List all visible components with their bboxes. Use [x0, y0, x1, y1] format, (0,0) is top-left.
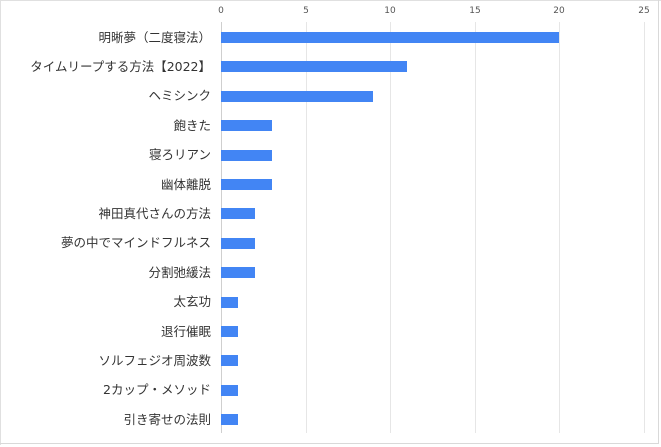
bar[interactable] [221, 355, 238, 366]
frame-left-border [0, 0, 1, 445]
category-label: 分割弛緩法 [148, 265, 211, 280]
bar[interactable] [221, 267, 255, 278]
category-label: 幽体離脱 [160, 177, 211, 192]
x-tick-label: 20 [553, 6, 565, 16]
gridline [221, 22, 222, 433]
bar[interactable] [221, 179, 272, 190]
category-label: タイムリープする方法【2022】 [30, 59, 211, 74]
category-label: 飽きた [173, 118, 211, 133]
bar[interactable] [221, 150, 272, 161]
category-label: 夢の中でマインドフルネス [60, 235, 211, 250]
category-label: 寝ろリアン [148, 147, 211, 162]
bar[interactable] [221, 297, 238, 308]
x-tick-label: 10 [384, 6, 396, 16]
bar[interactable] [221, 208, 255, 219]
x-tick-label: 15 [469, 6, 481, 16]
gridline [390, 22, 391, 433]
x-tick-label: 25 [638, 6, 650, 16]
category-label: 2カップ・メソッド [103, 382, 211, 397]
x-tick-label: 0 [218, 6, 224, 16]
category-label: 太玄功 [173, 294, 211, 309]
bar[interactable] [221, 120, 272, 131]
gridline [644, 22, 645, 433]
bar[interactable] [221, 91, 373, 102]
bar[interactable] [221, 238, 255, 249]
gridline [559, 22, 560, 433]
bar[interactable] [221, 32, 559, 43]
category-label: 引き寄せの法則 [123, 412, 211, 427]
x-tick-label: 5 [303, 6, 309, 16]
gridline [306, 22, 307, 433]
frame-top-border [0, 0, 661, 1]
bar[interactable] [221, 414, 238, 425]
gridline [475, 22, 476, 433]
category-label: ソルフェジオ周波数 [98, 353, 211, 368]
category-label: 神田真代さんの方法 [98, 206, 211, 221]
bar[interactable] [221, 61, 407, 72]
category-label: ヘミシンク [148, 88, 211, 103]
bar[interactable] [221, 385, 238, 396]
category-label: 退行催眠 [160, 324, 211, 339]
category-label: 明晰夢（二度寝法） [98, 30, 211, 45]
bar[interactable] [221, 326, 238, 337]
